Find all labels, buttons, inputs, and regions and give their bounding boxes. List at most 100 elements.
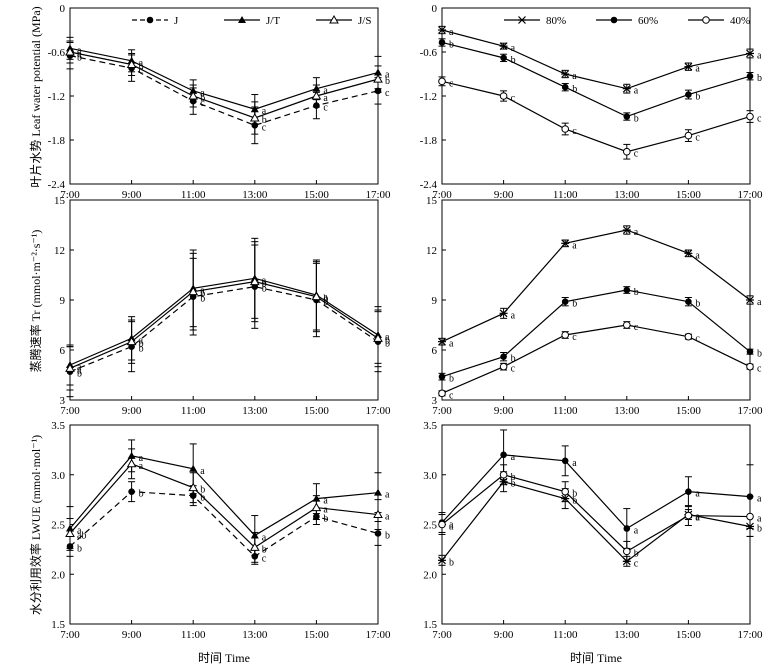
- plot-frame: [441, 199, 751, 401]
- y-tick-label: 15: [54, 195, 66, 207]
- data-point: [374, 488, 382, 496]
- legend-label: 40%: [730, 15, 750, 27]
- significance-label: b: [200, 294, 205, 305]
- series-60-1: b b b b b b: [438, 38, 762, 125]
- legend-marker: [329, 14, 339, 24]
- series-line: [69, 491, 379, 558]
- panel-lwp-species: 0 -0.6 -1.2 -1.8 -2.47:00 9:00 11:00 13:00 15:00…: [48, 3, 391, 201]
- significance-label: a: [77, 49, 82, 60]
- series-line: [441, 80, 751, 153]
- data-point: [623, 147, 631, 156]
- x-tick-label: 11:00: [553, 189, 578, 201]
- data-point: [500, 54, 507, 62]
- x-tick-label: 17:00: [737, 189, 763, 201]
- significance-label: a: [323, 496, 328, 507]
- legend-marker: [702, 16, 710, 24]
- x-tick-label: 13:00: [242, 629, 268, 641]
- significance-label: a: [385, 70, 390, 81]
- series-line: [441, 29, 751, 90]
- significance-label: b: [511, 472, 516, 483]
- x-tick-label: 11:00: [181, 405, 206, 417]
- significance-label: a: [634, 86, 639, 97]
- plot-frame: [69, 7, 379, 185]
- y-tick-label: 6: [60, 345, 66, 357]
- significance-label: b: [77, 543, 82, 554]
- significance-label: b: [634, 114, 639, 125]
- significance-label: c: [695, 133, 700, 144]
- data-point: [500, 451, 507, 459]
- panel-lwp-moisture: 0 -0.6 -1.2 -1.8 -2.47:00 9:00 11:00 13:00 15:00…: [420, 3, 763, 201]
- data-point: [128, 488, 135, 495]
- data-point: [499, 470, 508, 479]
- data-point: [685, 91, 692, 98]
- data-point: [438, 373, 446, 380]
- significance-label: a: [572, 240, 577, 251]
- x-tick-label: 7:00: [432, 629, 452, 641]
- data-point: [438, 389, 446, 398]
- x-tick-label: 15:00: [676, 405, 702, 417]
- data-point: [561, 239, 570, 248]
- significance-label: b: [323, 514, 328, 525]
- chart-panels: 0-0.6-1.2-1.8-2.47:00 9:00 11:00 13:00 15:00…: [48, 3, 763, 641]
- data-point: [561, 457, 569, 465]
- y-tick-label: 15: [426, 195, 438, 207]
- data-point: [684, 511, 693, 520]
- data-point: [623, 113, 631, 120]
- data-point: [126, 336, 137, 346]
- series-80-0: a a a a a a: [438, 225, 762, 350]
- data-point: [249, 112, 260, 122]
- data-point: [746, 49, 754, 58]
- significance-label: b: [262, 544, 267, 555]
- y-tick-label: 3.0: [51, 470, 65, 482]
- significance-label: a: [449, 339, 454, 350]
- data-point: [65, 46, 75, 56]
- significance-label: b: [695, 299, 700, 310]
- significance-label: a: [695, 513, 700, 524]
- data-point: [561, 125, 570, 133]
- legend-label: J: [174, 15, 179, 27]
- significance-label: c: [572, 332, 577, 343]
- y-axis-label-row-3: 水分利用效率 LWUE (mmol·mol⁻¹): [28, 435, 43, 615]
- legend: 80% 60% 40%: [504, 15, 750, 27]
- data-point: [311, 502, 322, 512]
- significance-label: a: [695, 64, 700, 75]
- significance-label: c: [634, 558, 639, 569]
- significance-label: a: [262, 106, 267, 117]
- significance-label: b: [200, 493, 205, 504]
- data-point: [438, 337, 446, 346]
- data-point: [438, 520, 446, 529]
- y-tick-label: 0: [60, 3, 66, 15]
- x-tick-label: 11:00: [181, 189, 206, 201]
- y-tick-label: -1.2: [48, 91, 65, 103]
- data-point: [499, 362, 508, 371]
- data-point: [126, 458, 137, 468]
- significance-label: b: [511, 55, 516, 66]
- legend-label: 60%: [638, 15, 658, 27]
- x-tick-label: 9:00: [122, 629, 142, 641]
- data-point: [746, 348, 754, 355]
- data-point: [249, 276, 260, 286]
- data-point: [623, 286, 631, 294]
- series-line: [69, 281, 379, 369]
- series-line: [441, 289, 751, 378]
- significance-label: a: [139, 461, 144, 472]
- significance-label: a: [511, 310, 516, 321]
- x-tick-label: 17:00: [365, 189, 391, 201]
- significance-label: b: [634, 287, 639, 298]
- data-point: [65, 363, 75, 372]
- data-point: [561, 70, 570, 78]
- x-tick-label: 17:00: [365, 405, 391, 417]
- significance-label: a: [449, 520, 454, 531]
- significance-label: b: [200, 485, 205, 496]
- x-tick-label: 17:00: [737, 629, 763, 641]
- y-tick-label: 3: [60, 395, 66, 407]
- y-tick-label: 1.5: [423, 619, 437, 631]
- series-line: [69, 55, 379, 126]
- data-point: [623, 321, 631, 329]
- y-tick-label: 3.0: [423, 470, 437, 482]
- legend-label: J/T: [266, 15, 280, 27]
- data-point: [684, 249, 693, 258]
- significance-label: b: [139, 344, 144, 355]
